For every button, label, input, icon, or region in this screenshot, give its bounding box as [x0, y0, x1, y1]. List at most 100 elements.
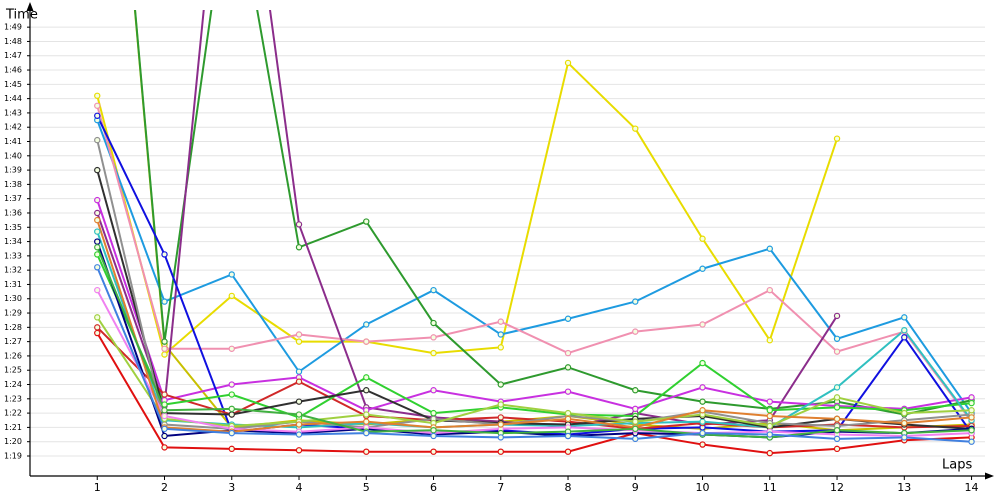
y-axis-arrow [26, 2, 34, 11]
data-point [430, 319, 437, 327]
data-point [161, 345, 168, 352]
y-tick-label: 1:38 [4, 180, 22, 189]
y-tick-label: 1:46 [4, 66, 22, 75]
data-point [833, 135, 841, 142]
data-point [94, 238, 101, 245]
x-tick-label: 3 [228, 481, 235, 494]
data-point [228, 405, 235, 413]
y-tick-label: 1:40 [4, 151, 22, 160]
data-point [94, 286, 101, 294]
y-tick-label: 1:20 [4, 437, 22, 446]
data-point [632, 425, 639, 433]
series-line [96, 254, 972, 419]
x-tick-label: 4 [296, 481, 303, 494]
data-point [295, 411, 303, 418]
x-tick-label: 8 [565, 481, 572, 494]
data-point [228, 292, 235, 300]
data-point [564, 448, 572, 455]
data-point [295, 221, 303, 228]
data-point [363, 429, 370, 437]
data-point [632, 435, 639, 443]
data-point [295, 431, 303, 438]
data-point [94, 102, 101, 109]
data-point [833, 427, 841, 434]
series-line [96, 105, 973, 423]
series-line [96, 119, 973, 414]
data-point [228, 445, 235, 453]
data-point [497, 421, 504, 428]
data-point [968, 427, 975, 434]
y-tick-label: 1:19 [4, 451, 22, 460]
grid [30, 26, 985, 457]
data-point [564, 364, 572, 371]
data-point [632, 387, 639, 394]
data-point [228, 411, 235, 418]
data-point [228, 391, 235, 398]
y-tick-label: 1:25 [4, 366, 22, 375]
data-point [766, 407, 773, 414]
data-point [901, 419, 908, 427]
data-point [94, 112, 101, 119]
series-line [96, 199, 972, 412]
data-point [968, 438, 975, 445]
data-point [228, 381, 235, 388]
y-tick-label: 1:22 [4, 409, 22, 418]
data-point [699, 429, 706, 437]
x-tick-label: 1 [94, 481, 101, 494]
data-point [699, 398, 706, 405]
data-point [161, 391, 168, 398]
data-point [363, 418, 370, 425]
data-point [833, 435, 841, 443]
y-tick-label: 1:41 [4, 137, 22, 146]
data-point [161, 251, 168, 258]
data-point [497, 401, 504, 408]
data-point [295, 398, 303, 405]
data-point [94, 136, 101, 144]
data-point [497, 381, 504, 388]
y-tick-label: 1:43 [4, 108, 22, 117]
data-point [632, 418, 639, 425]
data-point [901, 334, 908, 341]
data-point [766, 449, 773, 457]
series-line [96, 316, 972, 428]
y-tick-label: 1:29 [4, 309, 22, 318]
data-point [901, 314, 908, 321]
data-point [497, 344, 504, 351]
data-point [295, 338, 303, 345]
data-point [430, 286, 437, 294]
data-point [430, 432, 437, 440]
y-tick-label: 1:35 [4, 223, 22, 232]
data-point [430, 427, 437, 434]
data-point [968, 414, 975, 421]
data-point [94, 92, 101, 99]
y-tick-label: 1:31 [4, 280, 22, 289]
data-point [94, 216, 101, 224]
data-point [161, 401, 168, 408]
series-line [96, 332, 972, 455]
series-line [96, 169, 972, 430]
data-point [94, 228, 101, 235]
data-point [363, 411, 370, 418]
data-point [497, 318, 504, 325]
data-point [833, 348, 841, 355]
data-point [430, 349, 437, 357]
data-point [228, 345, 235, 352]
data-point [699, 321, 706, 328]
data-point [94, 324, 101, 331]
data-point [497, 434, 504, 441]
y-tick-label: 1:27 [4, 337, 22, 346]
data-point [430, 448, 437, 455]
data-point [564, 315, 572, 322]
x-tick-label: 12 [830, 481, 844, 494]
data-point [901, 326, 908, 334]
data-point [699, 384, 706, 391]
data-point [161, 412, 168, 420]
data-point [699, 407, 706, 414]
data-point [161, 298, 168, 305]
data-point [430, 334, 437, 341]
data-point [699, 235, 706, 242]
y-tick-label: 1:26 [4, 351, 22, 360]
data-point [295, 331, 303, 338]
data-point [161, 338, 168, 345]
